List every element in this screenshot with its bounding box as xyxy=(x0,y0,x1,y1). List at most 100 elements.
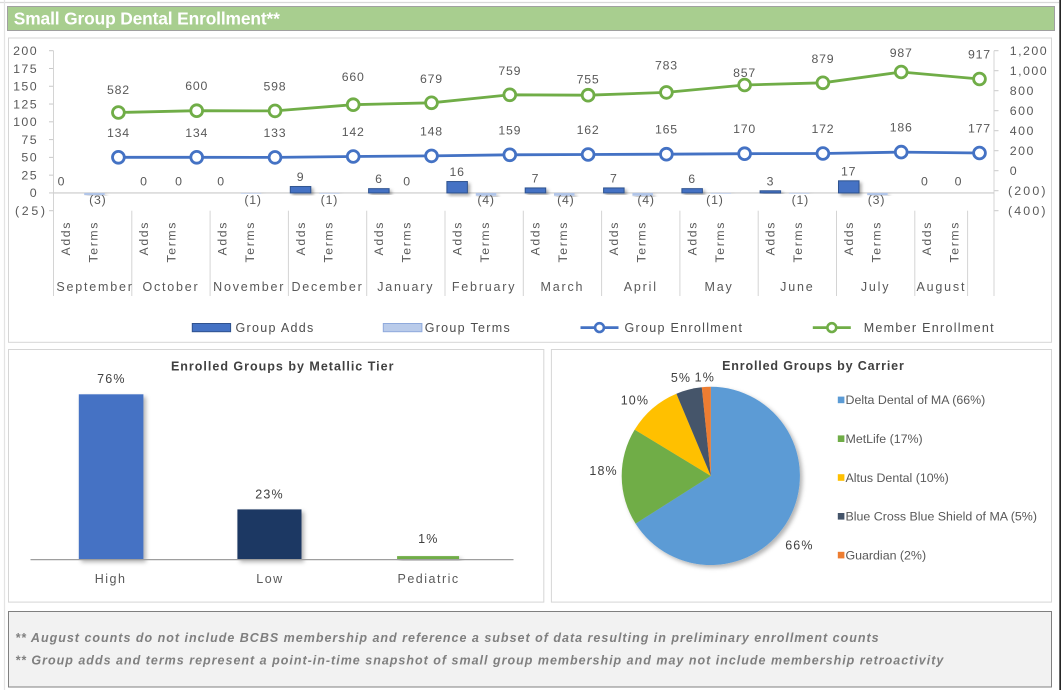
svg-text:6: 6 xyxy=(688,172,696,186)
svg-text:5%: 5% xyxy=(671,371,691,385)
svg-text:800: 800 xyxy=(1010,84,1035,98)
svg-text:Adds: Adds xyxy=(372,221,386,255)
svg-text:Adds: Adds xyxy=(216,221,230,255)
svg-text:100: 100 xyxy=(13,115,38,129)
svg-text:23%: 23% xyxy=(255,487,284,501)
svg-text:Group Terms: Group Terms xyxy=(425,321,511,335)
svg-text:August: August xyxy=(917,280,967,294)
svg-text:Adds: Adds xyxy=(764,221,778,255)
svg-text:0: 0 xyxy=(58,175,66,189)
svg-text:** August counts do not includ: ** August counts do not include BCBS mem… xyxy=(15,631,879,645)
svg-text:142: 142 xyxy=(342,125,365,139)
svg-text:7: 7 xyxy=(610,171,618,185)
svg-text:0: 0 xyxy=(1010,164,1018,178)
svg-text:16: 16 xyxy=(450,165,465,179)
svg-text:Terms: Terms xyxy=(321,221,335,262)
svg-text:Terms: Terms xyxy=(165,221,179,262)
svg-text:Terms: Terms xyxy=(556,221,570,262)
svg-text:857: 857 xyxy=(733,66,756,80)
svg-text:1,000: 1,000 xyxy=(1010,64,1049,78)
svg-text:September: September xyxy=(56,280,133,294)
svg-text:Terms: Terms xyxy=(478,221,492,262)
svg-text:150: 150 xyxy=(13,80,38,94)
svg-text:0: 0 xyxy=(140,175,148,189)
svg-text:9: 9 xyxy=(297,170,305,184)
svg-text:679: 679 xyxy=(420,72,443,86)
svg-text:Member Enrollment: Member Enrollment xyxy=(864,321,995,335)
svg-text:Terms: Terms xyxy=(86,221,100,262)
svg-text:Adds: Adds xyxy=(529,221,543,255)
svg-text:50: 50 xyxy=(21,151,38,165)
svg-text:Terms: Terms xyxy=(869,221,883,262)
svg-text:Group Adds: Group Adds xyxy=(236,321,315,335)
svg-text:April: April xyxy=(624,280,658,294)
svg-text:Terms: Terms xyxy=(400,221,414,262)
svg-text:76%: 76% xyxy=(97,372,126,386)
svg-text:Enrolled Groups by Metallic Ti: Enrolled Groups by Metallic Tier xyxy=(171,359,394,373)
svg-text:172: 172 xyxy=(811,122,834,136)
svg-text:159: 159 xyxy=(498,123,521,137)
svg-text:3: 3 xyxy=(767,174,775,188)
svg-text:177: 177 xyxy=(968,122,991,136)
svg-text:0: 0 xyxy=(30,186,38,200)
svg-text:175: 175 xyxy=(13,62,38,76)
svg-text:Adds: Adds xyxy=(450,221,464,255)
svg-text:June: June xyxy=(780,280,814,294)
svg-text:November: November xyxy=(213,280,285,294)
svg-text:(200): (200) xyxy=(1008,184,1046,198)
svg-text:134: 134 xyxy=(185,126,208,140)
svg-text:Altus Dental (10%): Altus Dental (10%) xyxy=(846,471,949,485)
svg-text:High: High xyxy=(95,572,127,586)
svg-text:MetLife (17%): MetLife (17%) xyxy=(846,432,923,446)
svg-text:125: 125 xyxy=(13,97,38,111)
svg-text:148: 148 xyxy=(420,124,443,138)
svg-text:200: 200 xyxy=(1010,144,1035,158)
svg-text:17: 17 xyxy=(841,164,856,178)
svg-text:Blue Cross Blue Shield of MA (: Blue Cross Blue Shield of MA (5%) xyxy=(846,510,1037,524)
svg-text:1%: 1% xyxy=(695,371,715,385)
svg-text:0: 0 xyxy=(175,175,183,189)
svg-text:Adds: Adds xyxy=(59,221,73,255)
svg-text:18%: 18% xyxy=(589,464,617,478)
svg-text:(3): (3) xyxy=(89,193,106,207)
svg-text:Adds: Adds xyxy=(920,221,934,255)
svg-text:75: 75 xyxy=(21,133,38,147)
svg-text:Adds: Adds xyxy=(294,221,308,255)
svg-text:0: 0 xyxy=(955,175,963,189)
svg-text:Terms: Terms xyxy=(948,221,962,262)
svg-text:0: 0 xyxy=(217,175,225,189)
svg-text:(1): (1) xyxy=(321,193,338,207)
svg-text:783: 783 xyxy=(655,59,678,73)
svg-text:December: December xyxy=(291,280,363,294)
svg-text:582: 582 xyxy=(107,83,130,97)
svg-text:March: March xyxy=(541,280,585,294)
svg-text:May: May xyxy=(704,280,733,294)
svg-text:February: February xyxy=(452,280,516,294)
svg-text:Enrolled Groups by Carrier: Enrolled Groups by Carrier xyxy=(722,359,905,373)
svg-text:6: 6 xyxy=(375,172,383,186)
svg-text:170: 170 xyxy=(733,122,756,136)
svg-text:Guardian (2%): Guardian (2%) xyxy=(846,548,927,562)
svg-text:755: 755 xyxy=(577,73,600,87)
svg-text:0: 0 xyxy=(921,175,929,189)
svg-text:** Group adds and terms repres: ** Group adds and terms represent a poin… xyxy=(15,654,944,668)
svg-text:162: 162 xyxy=(577,123,600,137)
svg-text:October: October xyxy=(142,280,199,294)
svg-text:Small Group Dental Enrollment*: Small Group Dental Enrollment** xyxy=(14,9,280,29)
svg-text:600: 600 xyxy=(1010,104,1035,118)
svg-text:165: 165 xyxy=(655,123,678,137)
svg-text:600: 600 xyxy=(185,79,208,93)
svg-text:Adds: Adds xyxy=(685,221,699,255)
svg-text:(4): (4) xyxy=(557,193,574,207)
svg-text:(3): (3) xyxy=(868,193,885,207)
svg-text:(1): (1) xyxy=(792,193,809,207)
svg-text:660: 660 xyxy=(342,70,365,84)
svg-text:10%: 10% xyxy=(621,394,649,408)
svg-text:598: 598 xyxy=(264,79,287,93)
svg-text:July: July xyxy=(861,280,890,294)
svg-text:0: 0 xyxy=(403,175,411,189)
svg-text:987: 987 xyxy=(890,46,913,60)
svg-text:Pediatric: Pediatric xyxy=(398,572,460,586)
svg-text:917: 917 xyxy=(968,47,991,61)
svg-text:879: 879 xyxy=(811,52,834,66)
